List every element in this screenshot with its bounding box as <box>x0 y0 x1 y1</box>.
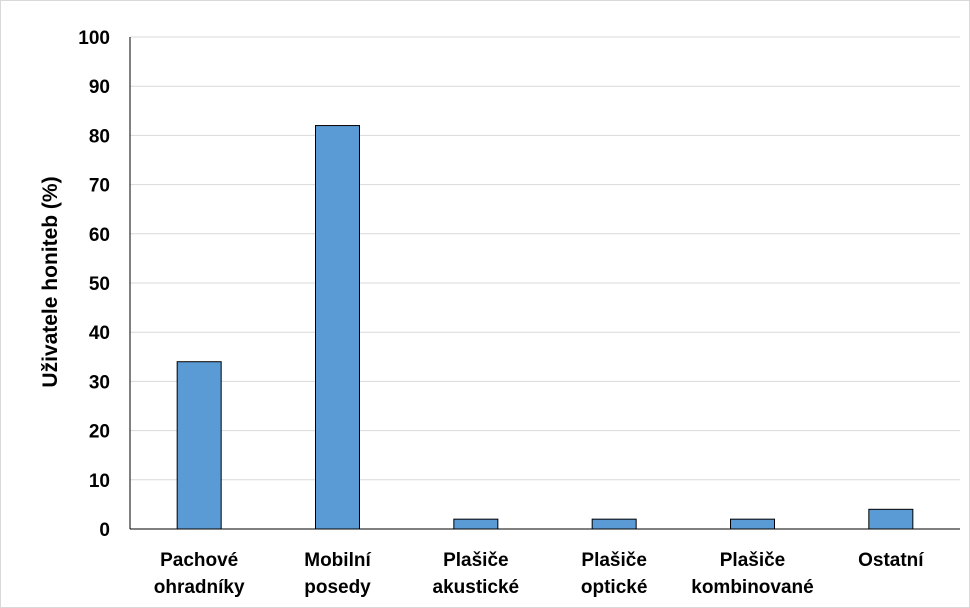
y-tick-labels: 0 10 20 30 40 50 60 70 80 90 100 <box>78 28 110 541</box>
x-tick-label: posedy <box>304 577 371 598</box>
x-tick-label: optické <box>581 577 648 598</box>
axes <box>129 37 960 530</box>
y-tick-label: 50 <box>89 274 110 295</box>
x-tick-label: Mobilní <box>304 550 371 571</box>
x-tick-label: Plašiče <box>581 550 647 571</box>
y-tick-label: 40 <box>89 323 110 344</box>
x-tick-label: ohradníky <box>154 577 245 598</box>
x-tick-label: Ostatní <box>858 550 924 571</box>
y-tick-label: 80 <box>89 126 110 147</box>
gridlines <box>130 36 960 481</box>
bar <box>868 508 914 530</box>
y-tick-label: 10 <box>89 471 110 492</box>
y-tick-label: 70 <box>89 176 110 197</box>
y-tick-label: 0 <box>99 520 110 541</box>
y-axis-label: Uživatele honiteb (%) <box>39 176 62 387</box>
y-tick-label: 60 <box>89 225 110 246</box>
y-tick-label: 20 <box>89 422 110 443</box>
x-tick-label: kombinované <box>691 577 813 598</box>
bar <box>176 361 222 530</box>
bar <box>453 518 499 530</box>
x-tick-label: Plašiče <box>443 550 509 571</box>
y-tick-label: 100 <box>78 28 110 49</box>
x-tick-label: akustické <box>433 577 520 598</box>
bar-series <box>176 125 914 530</box>
y-tick-label: 90 <box>89 77 110 98</box>
bar <box>591 518 637 530</box>
y-tick-label: 30 <box>89 372 110 393</box>
x-tick-labels: Pachové ohradníky Mobilní posedy Plašiče akus… <box>154 550 925 598</box>
bar <box>315 125 360 530</box>
bar <box>730 518 775 530</box>
x-tick-label: Pachové <box>160 550 238 571</box>
x-tick-label: Plašiče <box>720 550 786 571</box>
